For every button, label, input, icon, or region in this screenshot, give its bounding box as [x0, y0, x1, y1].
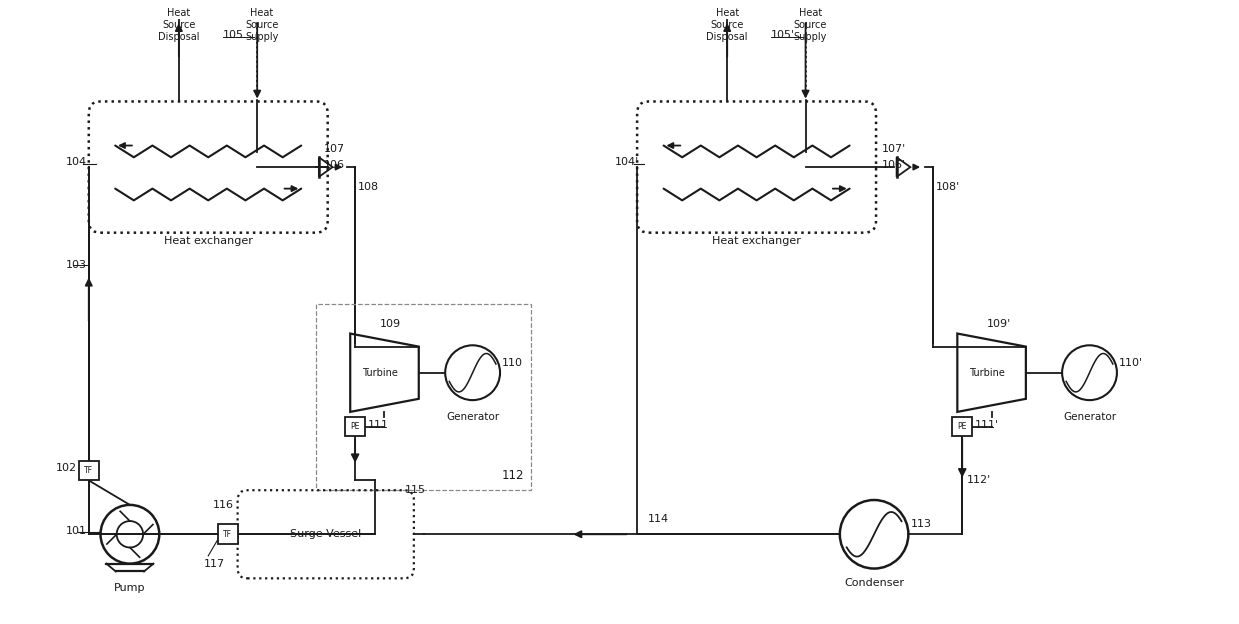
Text: Condenser: Condenser — [844, 578, 904, 588]
Text: 101: 101 — [66, 526, 87, 537]
Text: Turbine: Turbine — [969, 368, 1005, 378]
Text: 109': 109' — [986, 319, 1011, 329]
Text: 108': 108' — [935, 182, 960, 192]
Text: Heat
Source
Supply: Heat Source Supply — [245, 9, 279, 42]
Text: 109: 109 — [379, 319, 400, 329]
Text: 115: 115 — [405, 485, 426, 495]
Text: Surge Vessel: Surge Vessel — [290, 529, 362, 539]
Text: Generator: Generator — [1063, 412, 1116, 422]
FancyBboxPatch shape — [79, 461, 99, 480]
Text: Heat
Source
Disposal: Heat Source Disposal — [159, 9, 199, 42]
Text: 106: 106 — [323, 160, 344, 170]
Text: 104': 104' — [615, 157, 639, 167]
Text: 112: 112 — [502, 469, 524, 482]
Text: Heat
Source
Disposal: Heat Source Disposal — [706, 9, 748, 42]
Text: 111: 111 — [368, 419, 389, 429]
Text: 107: 107 — [323, 144, 344, 155]
Text: 110: 110 — [502, 358, 523, 368]
Text: Heat
Source
Supply: Heat Source Supply — [794, 9, 828, 42]
Text: TF: TF — [84, 466, 93, 475]
Text: PE: PE — [958, 422, 966, 431]
Text: 111': 111' — [975, 419, 999, 429]
Text: 103: 103 — [66, 260, 87, 270]
Text: 105: 105 — [223, 30, 244, 40]
Text: 113: 113 — [912, 520, 932, 530]
Text: 105': 105' — [771, 30, 795, 40]
Text: 102: 102 — [56, 462, 77, 473]
Text: TF: TF — [223, 530, 233, 539]
Text: 117: 117 — [203, 558, 224, 568]
Text: 107': 107' — [882, 144, 906, 155]
Text: 106': 106' — [882, 160, 906, 170]
Text: Heat exchanger: Heat exchanger — [712, 236, 802, 246]
Text: 114: 114 — [648, 515, 669, 525]
FancyBboxPatch shape — [218, 525, 238, 544]
Text: Generator: Generator — [446, 412, 499, 422]
Text: Turbine: Turbine — [362, 368, 398, 378]
Text: Heat exchanger: Heat exchanger — [164, 236, 253, 246]
Text: 110': 110' — [1119, 358, 1144, 368]
Text: 108: 108 — [358, 182, 379, 192]
Text: Pump: Pump — [114, 583, 146, 593]
Text: 112': 112' — [968, 475, 991, 485]
FancyBboxPatch shape — [346, 417, 366, 436]
FancyBboxPatch shape — [953, 417, 973, 436]
Text: 104: 104 — [66, 157, 88, 167]
Text: PE: PE — [351, 422, 359, 431]
Text: 116: 116 — [212, 500, 233, 510]
